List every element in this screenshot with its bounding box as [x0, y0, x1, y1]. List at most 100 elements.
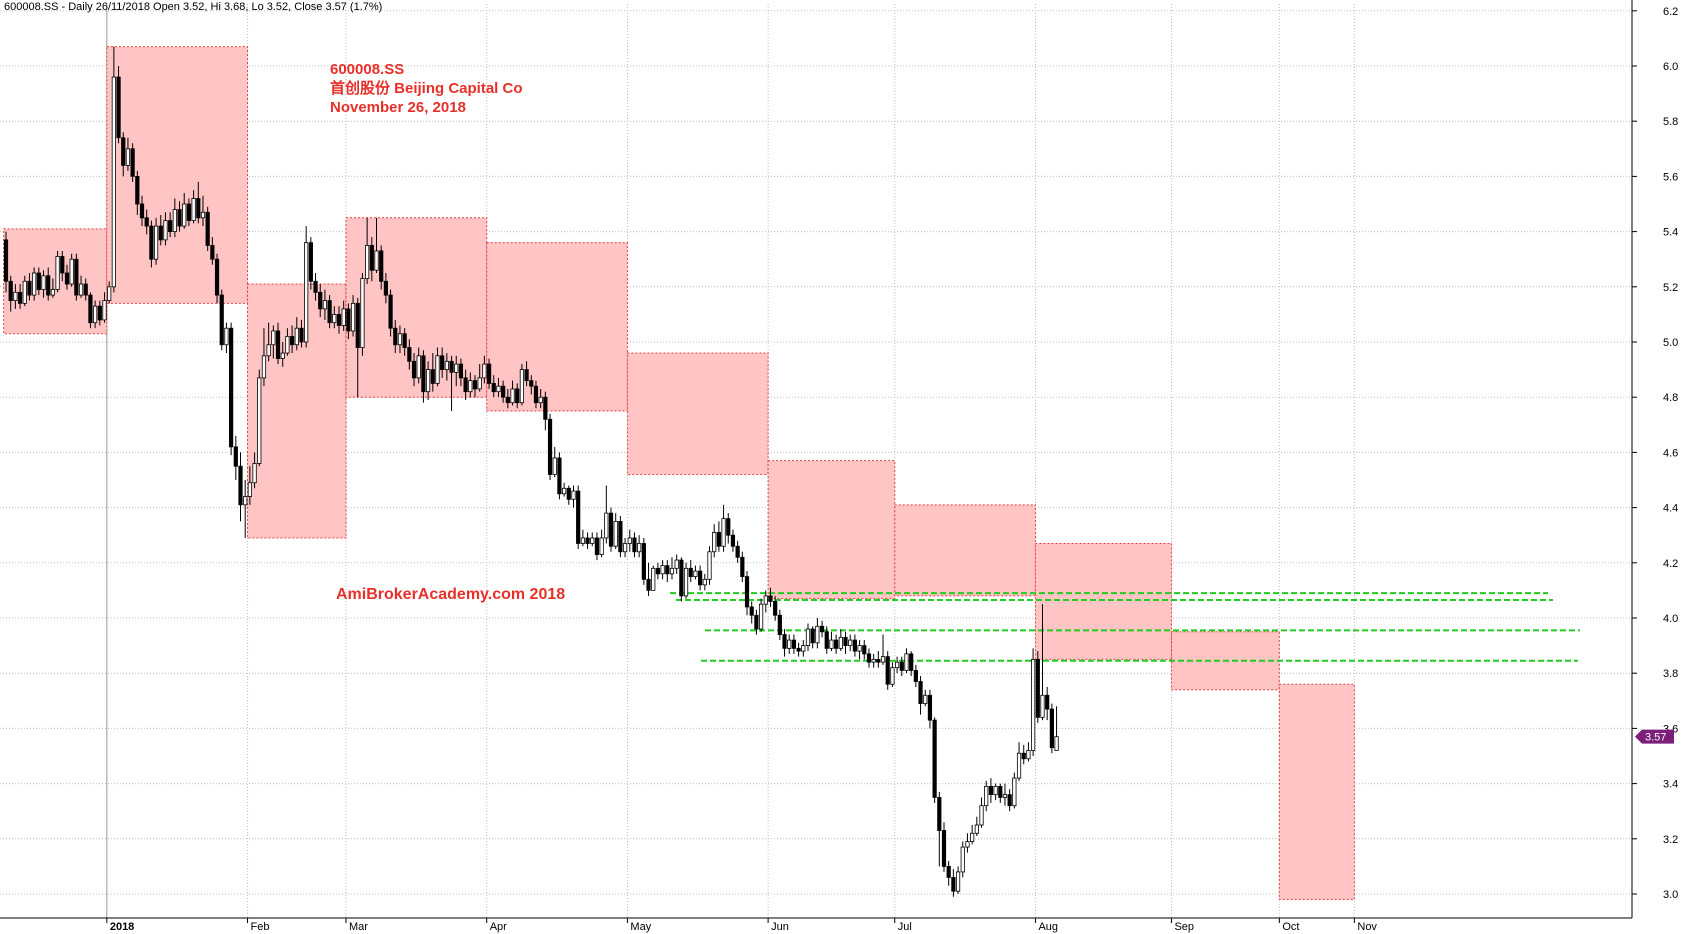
company-label: 首创股份 Beijing Capital Co — [330, 80, 523, 97]
candle — [149, 220, 154, 268]
candle — [538, 388, 543, 409]
candle — [876, 651, 881, 668]
candle — [698, 565, 703, 591]
candle — [299, 319, 304, 348]
x-tick-label: Feb — [251, 921, 270, 933]
candle — [289, 325, 295, 354]
candle — [182, 192, 187, 229]
candle-body — [257, 377, 262, 464]
candle-body — [163, 220, 168, 241]
candle-body — [416, 355, 421, 379]
candle — [622, 537, 628, 558]
candle — [196, 181, 201, 224]
candle-body — [360, 278, 365, 348]
candle — [1016, 742, 1022, 781]
candle-body — [852, 639, 857, 652]
candle — [782, 629, 787, 657]
candle — [576, 485, 581, 549]
x-tick-label: Apr — [490, 921, 507, 933]
candle — [613, 513, 618, 549]
candle — [740, 551, 745, 583]
candle-body — [730, 534, 736, 547]
candle-body — [1021, 752, 1026, 760]
candle-body — [121, 137, 126, 166]
candle-body — [1040, 694, 1045, 718]
candle — [163, 212, 168, 246]
candle — [815, 618, 820, 649]
candle-body — [955, 871, 961, 892]
watermark-label: AmiBrokerAcademy.com 2018 — [336, 586, 566, 603]
candle-body — [449, 360, 454, 373]
candle-body — [951, 877, 956, 892]
candle — [261, 328, 267, 387]
candle-body — [271, 330, 276, 346]
candle-body — [552, 457, 557, 475]
candle — [529, 375, 534, 395]
candle-body — [876, 659, 881, 663]
x-tick-label: May — [630, 921, 651, 933]
candle-body — [557, 457, 562, 495]
candle — [768, 587, 773, 607]
candle — [482, 355, 487, 384]
y-tick-label: 3.4 — [1663, 779, 1678, 791]
candle-body — [632, 537, 637, 553]
y-tick-label: 5.2 — [1663, 282, 1678, 294]
candle-body — [322, 300, 328, 310]
candle — [407, 339, 412, 370]
candle — [153, 217, 159, 265]
candle-body — [8, 280, 13, 301]
candle-body — [182, 203, 187, 227]
candle-body — [13, 291, 18, 302]
candle-body — [425, 369, 431, 393]
candle — [294, 317, 299, 351]
candle — [402, 328, 407, 356]
candle — [36, 267, 41, 296]
candle-body — [280, 352, 285, 359]
candle-body — [815, 625, 820, 644]
candle — [78, 275, 84, 298]
candle-body — [880, 656, 886, 663]
candle — [880, 634, 886, 665]
candle — [918, 675, 923, 715]
candle-body — [468, 380, 473, 393]
candle — [440, 347, 445, 378]
candle-body — [787, 639, 792, 649]
candle — [158, 215, 163, 246]
candle-body — [843, 636, 848, 647]
candle — [805, 623, 811, 652]
candle — [444, 353, 449, 381]
candle — [210, 237, 215, 265]
candle — [458, 358, 464, 387]
candle-body — [32, 272, 37, 296]
candle-body — [266, 344, 271, 357]
candle-body — [702, 578, 707, 586]
candle-body — [289, 336, 295, 346]
candle — [988, 778, 994, 803]
candle — [895, 656, 900, 674]
candle — [17, 284, 23, 309]
candle — [421, 350, 426, 403]
candle-body — [313, 280, 318, 293]
candle-body — [641, 543, 646, 580]
candle — [1035, 651, 1040, 723]
candle-body — [444, 360, 449, 371]
y-tick-label: 4.6 — [1663, 447, 1678, 459]
candle-body — [111, 76, 116, 288]
candle-body — [726, 518, 731, 536]
candle-body — [355, 302, 360, 348]
candle-body — [336, 313, 342, 326]
candle — [599, 529, 604, 558]
y-tick-label: 3.8 — [1663, 668, 1678, 680]
candle — [960, 841, 965, 878]
month-range-box — [767, 460, 896, 600]
candle-body — [55, 256, 60, 290]
candle-body — [618, 521, 623, 553]
candle — [1007, 789, 1012, 812]
candle-body — [275, 330, 281, 359]
candle — [984, 780, 989, 812]
candle-body — [796, 647, 801, 652]
candle-body — [238, 465, 243, 506]
candle-body — [458, 363, 464, 379]
candle-body — [646, 578, 651, 591]
candle — [383, 273, 388, 304]
